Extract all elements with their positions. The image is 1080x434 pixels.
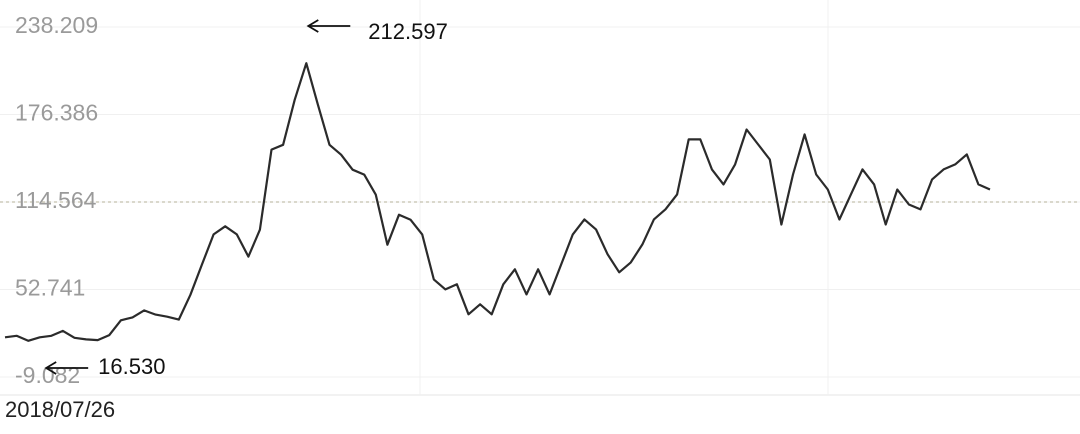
y-tick-label: 52.741 — [15, 275, 85, 301]
min-annotation: 16.530 — [98, 354, 165, 379]
price-line — [4, 62, 991, 342]
max-annotation: 212.597 — [368, 19, 448, 44]
max-arrow — [306, 19, 319, 33]
y-tick-label: 238.209 — [15, 12, 98, 38]
min-arrow — [44, 361, 57, 375]
y-tick-label: -9.082 — [15, 362, 80, 388]
y-tick-label: 114.564 — [15, 187, 97, 213]
y-tick-label: 176.386 — [15, 100, 98, 126]
x-tick-label: 2018/07/26 — [5, 397, 115, 422]
